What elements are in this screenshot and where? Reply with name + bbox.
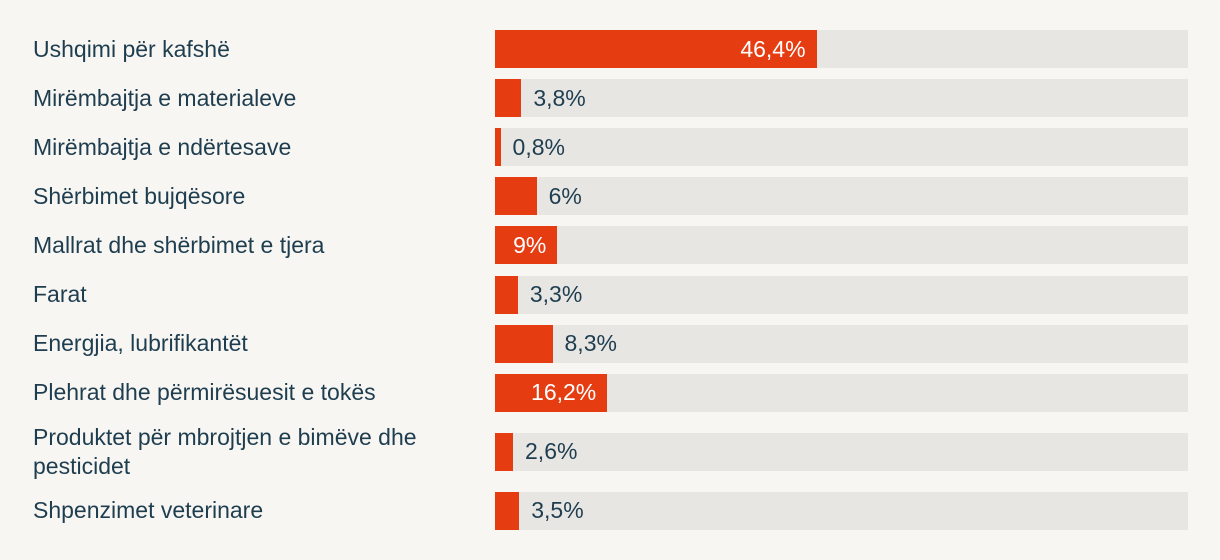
bar-track: 46,4% (495, 30, 1188, 68)
bar (495, 79, 522, 118)
bar-track: 9% (495, 226, 1188, 265)
value-label-outside: 6% (548, 182, 582, 209)
bar (495, 275, 518, 314)
value-label-outside: 8,3% (564, 330, 617, 357)
bar-track: 3,5% (495, 491, 1188, 530)
value-label-outside: 0,8% (512, 133, 565, 160)
chart-row: Ushqimi për kafshë 46,4% (33, 30, 1188, 68)
chart-row: Shpenzimet veterinare 3,5% (33, 491, 1188, 530)
chart-row: Shërbimet bujqësore 6% (33, 177, 1188, 216)
chart-row: Energjia, lubrifikantët 8,3% (33, 324, 1188, 363)
category-label: Farat (33, 281, 87, 308)
bar-track: 8,3% (495, 324, 1188, 363)
bar (495, 128, 501, 167)
bar-track: 3,8% (495, 79, 1188, 118)
category-label: Mirëmbajtja e ndërtesave (33, 133, 292, 160)
category-label: Mirëmbajtja e materialeve (33, 84, 297, 111)
value-label-inside: 16,2% (531, 379, 597, 406)
category-label: Shpenzimet veterinare (33, 497, 264, 524)
value-label-inside: 46,4% (740, 35, 806, 62)
chart-row: Mallrat dhe shërbimet e tjera 9% (33, 226, 1188, 265)
bar (495, 324, 553, 363)
chart-row: Plehrat dhe përmirësuesit e tokës 16,2% (33, 373, 1188, 412)
bar (495, 177, 537, 216)
category-label: Energjia, lubrifikantët (33, 330, 248, 357)
bar (495, 432, 514, 471)
value-label-outside: 2,6% (525, 438, 578, 465)
bar (495, 491, 520, 530)
bar-track: 16,2% (495, 373, 1188, 412)
bar: 9% (495, 226, 558, 265)
category-label: Mallrat dhe shërbimet e tjera (33, 231, 325, 258)
chart-row: Produktet për mbrojtjen e bimëve dhe pes… (33, 423, 1188, 481)
bar: 46,4% (495, 30, 817, 68)
category-label: Shërbimet bujqësore (33, 182, 246, 209)
chart-row: Mirëmbajtja e materialeve 3,8% (33, 79, 1188, 118)
value-label-outside: 3,8% (533, 84, 586, 111)
value-label-outside: 3,5% (531, 497, 584, 524)
category-label: Plehrat dhe përmirësuesit e tokës (33, 379, 376, 406)
bar-track: 6% (495, 177, 1188, 216)
value-label-outside: 3,3% (529, 281, 583, 308)
bar: 16,2% (495, 373, 608, 412)
chart-row: Mirëmbajtja e ndërtesave 0,8% (33, 128, 1188, 167)
category-label: Produktet për mbrojtjen e bimëve dhe pes… (33, 423, 417, 479)
chart-row: Farat 3,3% (33, 275, 1188, 314)
bar-track: 0,8% (495, 128, 1188, 167)
bar-track: 2,6% (495, 432, 1188, 471)
value-label-inside: 9% (513, 231, 547, 258)
bar-track: 3,3% (495, 275, 1188, 314)
category-label: Ushqimi për kafshë (33, 35, 230, 62)
